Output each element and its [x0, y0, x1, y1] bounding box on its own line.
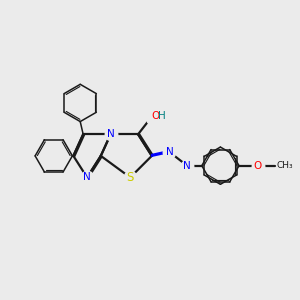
Text: N: N: [166, 147, 173, 157]
Text: O: O: [152, 111, 160, 121]
Text: N: N: [107, 129, 115, 139]
Text: CH₃: CH₃: [276, 161, 293, 170]
Text: S: S: [127, 171, 134, 184]
Text: N: N: [83, 172, 91, 182]
Text: O: O: [254, 161, 262, 171]
Text: N: N: [183, 161, 191, 171]
Text: H: H: [158, 111, 165, 121]
